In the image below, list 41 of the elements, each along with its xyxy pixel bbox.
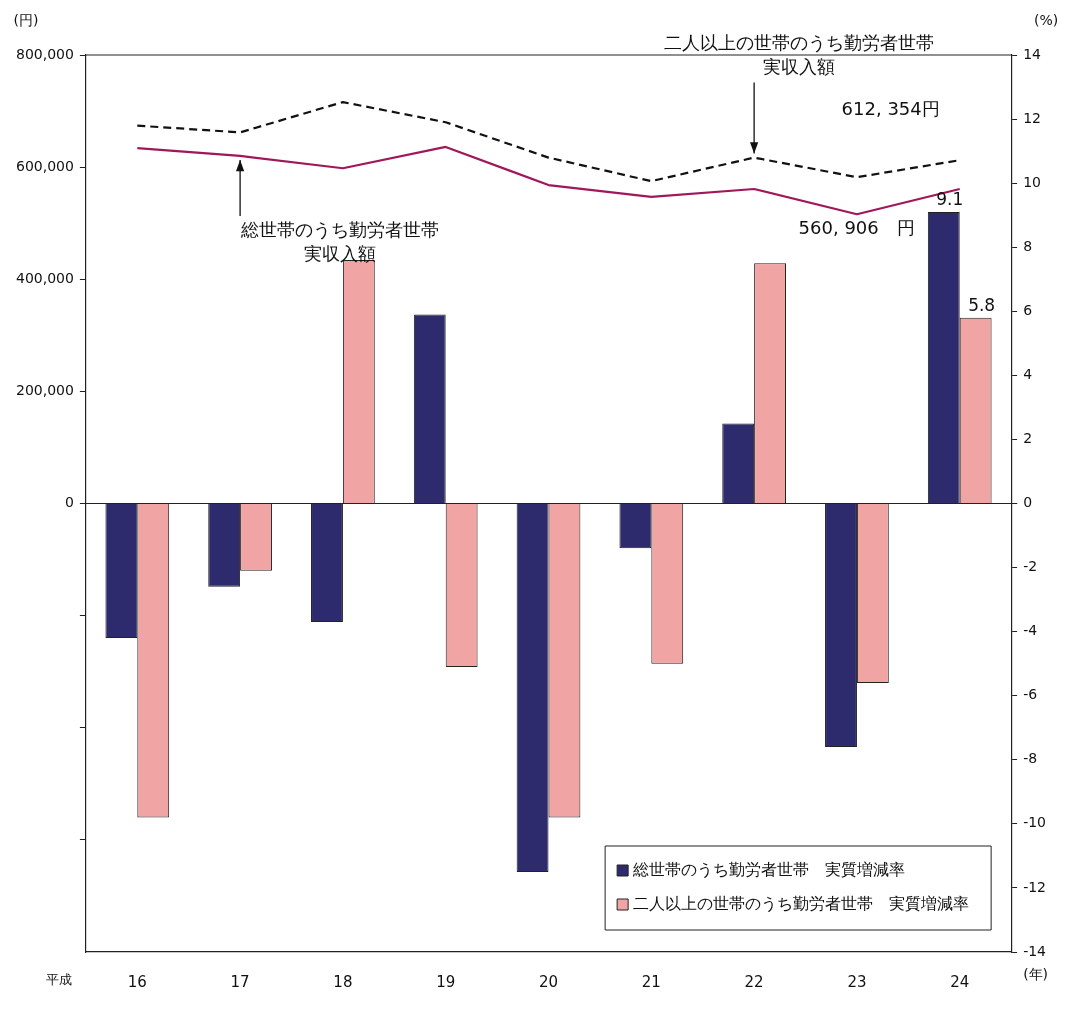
y2-tick-label: -14 xyxy=(1023,942,1047,959)
x-axis-title: (年) xyxy=(1023,966,1049,982)
y-tick-label: 200,000 xyxy=(15,382,74,399)
y-axis-title: (円) xyxy=(13,12,39,28)
y-tick-label: 0 xyxy=(64,494,74,511)
x-tick-label: 24 xyxy=(950,972,970,991)
y2-tick-label: 2 xyxy=(1023,430,1033,447)
legend-label: 総世帯のうち勤労者世帯 実質増減率 xyxy=(632,860,906,880)
y2-tick-label: -12 xyxy=(1023,878,1047,895)
y-tick-label: 600,000 xyxy=(15,157,74,174)
x-tick-label: 23 xyxy=(847,972,867,991)
x-tick-label: 19 xyxy=(436,972,456,991)
text: 平成 xyxy=(45,972,72,987)
y-tick-label: 400,000 xyxy=(15,269,74,286)
y-tick-label: 800,000 xyxy=(15,45,74,62)
x-tick-label: 16 xyxy=(127,972,147,991)
x-tick-label: 18 xyxy=(333,972,353,991)
y2-tick-label: 14 xyxy=(1023,45,1042,62)
y2-tick-label: -2 xyxy=(1023,558,1038,575)
y2-axis-title: (%) xyxy=(1034,12,1059,28)
annotation: 総世帯のうち勤労者世帯実収入額 xyxy=(240,218,440,264)
x-tick-label: 22 xyxy=(744,972,764,991)
y2-tick-label: 12 xyxy=(1023,109,1041,126)
y2-tick-label: -10 xyxy=(1023,814,1047,831)
annotation: 612, 354円 xyxy=(841,98,940,120)
x-tick-label: 17 xyxy=(230,972,250,991)
x-tick-label: 21 xyxy=(641,972,661,991)
y2-tick-label: -4 xyxy=(1023,622,1038,639)
y2-tick-label: 8 xyxy=(1023,237,1033,254)
y2-tick-label: 6 xyxy=(1023,301,1033,318)
x-tick-label: 20 xyxy=(538,972,559,991)
legend-label: 二人以上の世帯のうち勤労者世帯 実質増減率 xyxy=(633,894,970,914)
y2-tick-label: 0 xyxy=(1023,494,1033,511)
y2-tick-label: 4 xyxy=(1023,366,1033,382)
y2-tick-label: 10 xyxy=(1023,173,1041,190)
annotation: 560, 906 円 xyxy=(798,217,915,239)
data-label: 5.8 xyxy=(968,294,996,315)
y2-tick-label: -8 xyxy=(1023,750,1038,767)
annotation: 二人以上の世帯のうち勤労者世帯実収入額 xyxy=(664,31,935,77)
y2-tick-label: -6 xyxy=(1023,686,1038,703)
data-label: 9.1 xyxy=(936,188,964,209)
